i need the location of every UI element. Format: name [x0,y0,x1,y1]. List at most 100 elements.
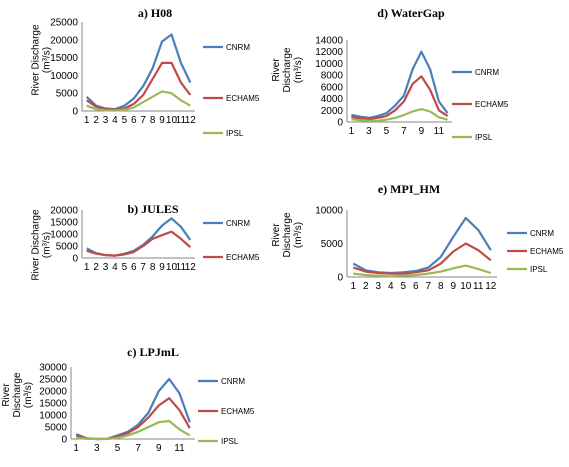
legend-label-ipsl: IPSL [226,129,244,138]
x-tick-label: 4 [112,115,118,126]
x-tick-label: 3 [103,115,109,126]
chart-title: b) JULES [127,202,178,216]
legend-label-cnrm: CNRM [475,68,499,77]
legend-label-ipsl: IPSL [475,133,493,142]
legend-label-cnrm: CNRM [226,219,250,228]
y-axis-label: Discharge [282,212,293,257]
series-line-ipsl [351,107,448,122]
y-axis-label: (m³/s) [23,382,34,408]
x-tick-label: 9 [156,443,162,454]
y-tick-label: 0 [337,118,343,129]
y-axis-label: River Discharge [31,24,42,96]
x-tick-label: 3 [366,126,372,137]
x-tick-label: 7 [401,126,407,137]
x-tick-label: 9 [450,281,456,292]
y-tick-label: 20000 [39,387,67,398]
x-tick-label: 8 [150,115,156,126]
x-tick-label: 4 [112,262,118,273]
x-tick-label: 1 [350,281,356,292]
y-tick-label: 25000 [39,375,67,386]
y-axis-label: Discharge [282,47,293,92]
chart-panel-5: e) MPI_HM River Discharge (m³/s) 0 5000 10000 1… [271,182,564,292]
y-tick-label: 0 [72,254,78,265]
y-tick-label: 10000 [50,230,78,241]
series-line-echam5 [351,75,449,121]
y-tick-label: 15000 [50,218,78,229]
y-tick-label: 20000 [50,35,78,46]
series-line-ipsl [76,419,191,441]
y-axis-label: (m³/s) [293,222,304,248]
y-tick-label: 12000 [315,47,343,58]
chart-title: d) WaterGap [377,6,445,20]
y-tick-label: 10000 [315,206,343,217]
x-tick-label: 12 [185,115,197,126]
x-tick-label: 7 [425,281,431,292]
y-tick-label: 5000 [45,423,68,434]
y-tick-label: 5000 [56,89,79,100]
x-tick-label: 3 [375,281,381,292]
x-tick-label: 8 [438,281,444,292]
y-tick-label: 8000 [321,71,344,82]
y-axis-label: River Discharge [31,209,42,281]
y-tick-label: 5000 [321,239,344,250]
chart-panel-1: a) H08 River Discharge (m³/s) 0 5000 10000 150… [31,6,260,138]
y-tick-label: 14000 [315,36,343,47]
legend-label-cnrm: CNRM [221,377,245,386]
x-tick-label: 6 [413,281,419,292]
legend-label-cnrm: CNRM [530,229,554,238]
legend-label-cnrm: CNRM [226,43,250,52]
x-tick-label: 1 [349,126,355,137]
x-tick-label: 3 [94,443,100,454]
legend-label-ipsl: IPSL [530,265,548,274]
y-tick-label: 20000 [50,206,78,217]
x-tick-label: 5 [122,262,128,273]
x-tick-label: 11 [176,262,187,273]
x-tick-label: 11 [174,443,185,454]
legend-label-echam5: ECHAM5 [226,94,260,103]
x-tick-label: 9 [159,115,165,126]
x-tick-label: 5 [384,126,390,137]
x-tick-label: 8 [150,262,156,273]
legend-label-echam5: ECHAM5 [221,407,255,416]
x-tick-label: 12 [485,281,497,292]
x-tick-label: 11 [473,281,484,292]
y-tick-label: 25000 [50,18,78,29]
y-axis-label: (m³/s) [42,47,53,73]
y-tick-label: 6000 [321,82,344,93]
series-line-ipsl [353,264,492,278]
x-tick-label: 1 [73,443,79,454]
x-tick-label: 7 [140,115,146,126]
chart-title: a) H08 [138,6,172,20]
y-tick-label: 2000 [321,106,344,117]
x-tick-label: 3 [103,262,109,273]
y-axis-label: (m³/s) [293,57,304,83]
x-tick-label: 12 [185,262,197,273]
x-tick-label: 5 [115,443,121,454]
chart-panel-4: d) WaterGap River Discharge (m³/s) 020004000… [271,6,509,142]
x-tick-label: 11 [434,126,445,137]
x-tick-label: 1 [84,262,90,273]
y-tick-label: 30000 [39,363,67,374]
x-tick-label: 10 [166,115,178,126]
x-tick-label: 2 [93,115,99,126]
series-line-echam5 [86,61,192,112]
legend-label-echam5: ECHAM5 [475,100,509,109]
y-tick-label: 15000 [50,53,78,64]
y-axis-label: (m³/s) [42,232,53,258]
y-tick-label: 10000 [315,59,343,70]
x-tick-label: 1 [84,115,90,126]
x-tick-label: 9 [419,126,425,137]
y-tick-label: 0 [72,107,78,118]
x-tick-label: 6 [131,262,137,273]
x-tick-label: 10 [166,262,178,273]
chart-title: c) LPJmL [127,345,179,359]
y-axis-label: River [271,223,282,247]
x-tick-label: 4 [388,281,394,292]
x-tick-label: 5 [122,115,128,126]
x-tick-label: 7 [135,443,141,454]
series-line-echam5 [352,242,492,275]
chart-title: e) MPI_HM [378,182,440,196]
